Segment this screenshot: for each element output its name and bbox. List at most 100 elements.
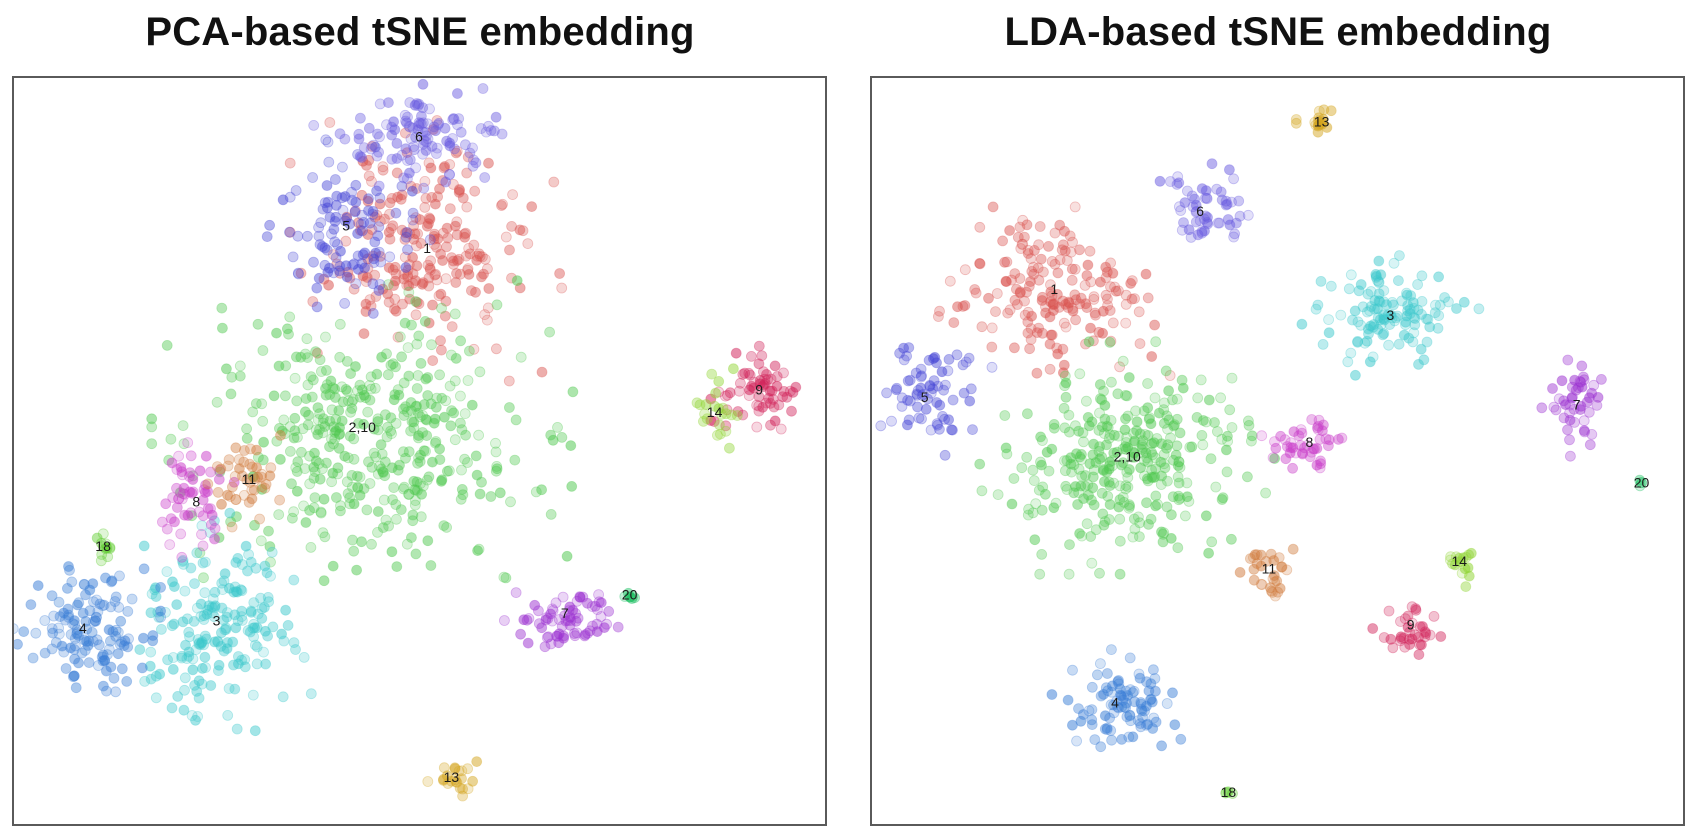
cluster-1-point <box>478 268 489 280</box>
cluster-3-point <box>1375 318 1387 330</box>
cluster-3-point <box>1364 305 1376 317</box>
cluster-9-point <box>784 385 796 397</box>
cluster-14-point <box>691 397 703 409</box>
cluster-3-point <box>1409 313 1421 324</box>
cluster-11-point <box>223 454 235 466</box>
cluster-1-point <box>363 170 375 182</box>
cluster-5-point <box>313 272 325 284</box>
cluster-6-point <box>1220 195 1232 207</box>
cluster-2-10-point <box>1072 499 1084 510</box>
cluster-3-point <box>183 651 195 662</box>
cluster-13-point <box>1321 122 1333 133</box>
cluster-5-point <box>402 244 413 256</box>
cluster-2-10-point <box>1139 470 1150 482</box>
cluster-2-10-point <box>379 409 391 421</box>
cluster-1-point <box>450 147 462 159</box>
cluster-20-point <box>624 591 636 603</box>
cluster-1-point <box>1069 201 1081 213</box>
cluster-3-point <box>168 618 180 630</box>
cluster-2-10-point <box>397 446 409 458</box>
cluster-11-point <box>1276 561 1287 573</box>
cluster-2-10-point <box>454 417 466 429</box>
cluster-2-10-point <box>1060 377 1072 389</box>
cluster-14-point <box>706 368 718 380</box>
cluster-2-10-point <box>1075 480 1087 492</box>
cluster-2-10-point <box>1173 477 1185 489</box>
cluster-3-point <box>183 626 195 638</box>
cluster-6-point <box>402 155 413 166</box>
cluster-3-point <box>1343 283 1355 295</box>
cluster-3-point <box>1400 316 1411 328</box>
cluster-2-10-point <box>441 465 453 477</box>
cluster-7-point <box>1583 406 1595 418</box>
cluster-1-point <box>386 193 398 204</box>
cluster-label-5: 5 <box>921 389 929 405</box>
cluster-2-10-point <box>470 450 482 462</box>
cluster-1-point <box>444 203 456 215</box>
cluster-1-point <box>506 220 518 232</box>
cluster-11-point <box>1268 570 1280 582</box>
cluster-4-point <box>1089 734 1101 745</box>
cluster-14-point <box>710 387 721 399</box>
cluster-5-point <box>356 258 368 269</box>
cluster-2-10-point <box>1094 393 1106 405</box>
cluster-5-point <box>911 389 923 401</box>
cluster-4-point <box>1066 719 1078 731</box>
cluster-1-point <box>435 344 447 356</box>
cluster-1-point <box>408 233 420 245</box>
cluster-2-10-point <box>1099 399 1111 411</box>
cluster-3-point <box>201 608 213 620</box>
cluster-5-point <box>350 196 362 208</box>
cluster-2-10-point <box>413 430 425 442</box>
cluster-2-10-point <box>314 424 325 435</box>
cluster-5-point <box>359 262 371 274</box>
cluster-18-point <box>100 538 112 550</box>
cluster-6-point <box>358 142 370 153</box>
cluster-2-10-point <box>368 447 380 459</box>
cluster-3-point <box>1378 296 1390 308</box>
cluster-2-10-point <box>354 471 366 483</box>
cluster-3-point <box>166 620 178 632</box>
cluster-6-point <box>426 141 438 152</box>
cluster-label-13: 13 <box>444 769 460 785</box>
cluster-14-point <box>1457 552 1469 564</box>
cluster-7-point <box>559 610 570 621</box>
cluster-20-point <box>1635 477 1647 488</box>
cluster-2-10-point <box>1269 453 1281 464</box>
cluster-3-point <box>1409 319 1421 331</box>
cluster-3-point <box>196 520 208 532</box>
cluster-2-10-point <box>330 492 342 503</box>
cluster-3-point <box>1374 314 1386 326</box>
cluster-2-10-point <box>231 511 242 523</box>
cluster-4-point <box>1128 685 1140 697</box>
cluster-2-10-point <box>1063 426 1075 438</box>
cluster-8-point <box>198 484 210 496</box>
cluster-11-point <box>256 468 268 480</box>
cluster-1-point <box>1045 279 1056 291</box>
cluster-2-10-point <box>303 409 315 421</box>
cluster-2-10-point <box>1184 441 1196 453</box>
cluster-2-10-point <box>304 478 316 490</box>
cluster-2-10-point <box>347 394 359 405</box>
cluster-1-point <box>1081 270 1093 281</box>
cluster-2-10-point <box>567 386 579 398</box>
cluster-9-point <box>756 350 768 362</box>
cluster-4-point <box>70 682 82 694</box>
cluster-6-point <box>417 148 429 160</box>
cluster-3-point <box>1451 303 1462 314</box>
cluster-11-point <box>1248 574 1260 586</box>
cluster-1-point <box>392 191 404 203</box>
cluster-2-10-point <box>1065 458 1077 470</box>
cluster-4-point <box>69 615 80 626</box>
cluster-1-point <box>440 295 452 307</box>
cluster-1-point <box>379 213 390 225</box>
cluster-2-10-point <box>399 317 411 329</box>
cluster-6-point <box>1196 183 1208 194</box>
cluster-2-10-point <box>265 556 276 568</box>
cluster-8-point <box>164 539 176 551</box>
cluster-3-point <box>256 603 268 615</box>
cluster-3-point <box>229 683 241 695</box>
cluster-1-point <box>432 233 444 245</box>
cluster-1-point <box>460 250 472 262</box>
